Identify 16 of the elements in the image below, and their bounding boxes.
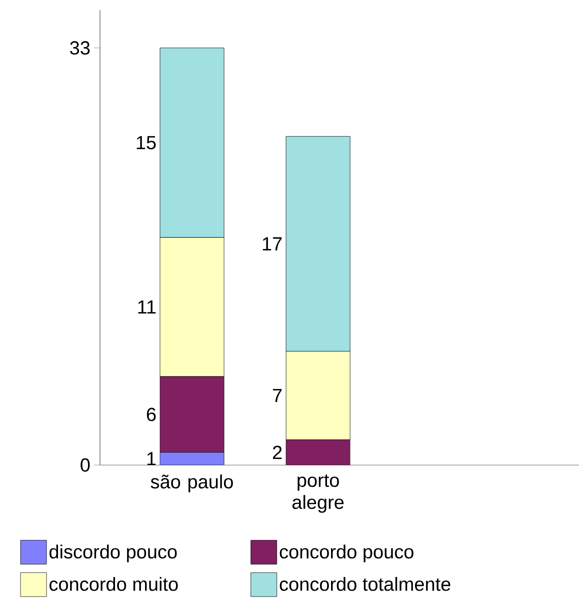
y-tick-label: 33 [70,41,90,55]
legend-label: concordo pouco [280,544,414,562]
data-label: 17 [262,237,282,250]
y-tick-label: 0 [80,458,90,472]
data-label: 11 [138,300,156,314]
legend-label: concordo totalmente [280,576,450,591]
x-tick-label: porto alegre [292,474,344,513]
bar [160,376,224,453]
legend-label: discordo pouco [50,544,177,562]
x-tick-label: são paulo [150,474,233,492]
bar [286,440,350,465]
legend-label: concordo muito [50,576,178,591]
data-label: 7 [272,388,282,402]
data-label: 2 [272,446,282,459]
data-label: 6 [146,408,156,422]
data-label: 15 [136,136,156,150]
